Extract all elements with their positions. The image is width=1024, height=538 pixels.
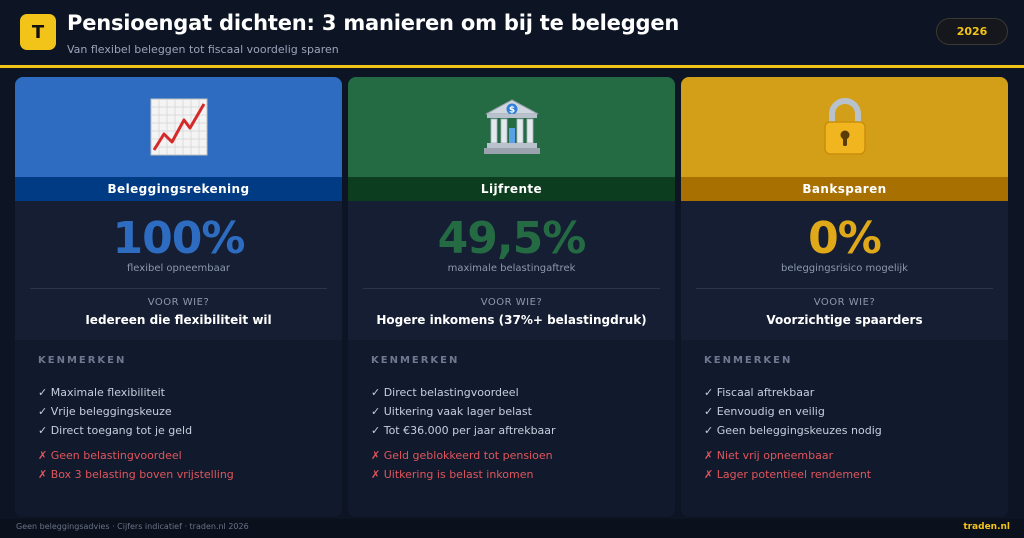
con-item: ✗ Box 3 belasting boven vrijstelling (38, 468, 234, 481)
footer-disclaimer: Geen beleggingsadvies · Cijfers indicati… (16, 522, 249, 531)
con-item: ✗ Geld geblokkeerd tot pensioen (371, 449, 553, 462)
comparison-cards: Beleggingsrekening 100% flexibel opneemb… (15, 77, 1008, 517)
highlight-value: 100% (112, 213, 246, 264)
card-banksparen: Banksparen 0% beleggingsrisico mogelijk … (681, 77, 1008, 517)
pros-list: ✓ Direct belastingvoordeel ✓ Uitkering v… (371, 383, 556, 440)
con-item: ✗ Lager potentieel rendement (704, 468, 872, 481)
divider (696, 288, 993, 289)
highlight-caption: maximale belastingaftrek (447, 263, 576, 274)
card-title: Lijfrente (348, 177, 675, 201)
year-badge: 2026 (936, 18, 1008, 45)
card-header (15, 77, 342, 177)
highlight-value: 49,5% (437, 213, 587, 264)
pro-item: ✓ Uitkering vaak lager belast (371, 405, 532, 418)
page-footer: Geen beleggingsadvies · Cijfers indicati… (0, 519, 1024, 538)
svg-text:$: $ (508, 106, 514, 116)
page-title: Pensioengat dichten: 3 manieren om bij t… (67, 11, 680, 35)
card-title: Beleggingsrekening (15, 177, 342, 201)
cons-list: ✗ Geld geblokkeerd tot pensioen ✗ Uitker… (371, 446, 553, 484)
features-section: KENMERKEN ✓ Direct belastingvoordeel ✓ U… (348, 340, 675, 517)
highlight-value: 0% (808, 213, 882, 264)
chart-up-icon (150, 98, 207, 156)
pro-item: ✓ Fiscaal aftrekbaar (704, 386, 815, 399)
pro-item: ✓ Maximale flexibiliteit (38, 386, 165, 399)
pro-item: ✓ Geen beleggingskeuzes nodig (704, 424, 882, 437)
for-who-label: VOOR WIE? (480, 297, 543, 308)
features-section: KENMERKEN ✓ Fiscaal aftrekbaar ✓ Eenvoud… (681, 340, 1008, 517)
highlight-caption: beleggingsrisico mogelijk (781, 263, 908, 274)
card-beleggingsrekening: Beleggingsrekening 100% flexibel opneemb… (15, 77, 342, 517)
highlight-caption: flexibel opneembaar (127, 263, 230, 274)
divider (30, 288, 327, 289)
lock-icon (823, 98, 866, 155)
cons-list: ✗ Geen belastingvoordeel ✗ Box 3 belasti… (38, 446, 234, 484)
brand-logo: T (20, 14, 56, 50)
pro-item: ✓ Direct belastingvoordeel (371, 386, 519, 399)
pro-item: ✓ Tot €36.000 per jaar aftrekbaar (371, 424, 556, 437)
pros-list: ✓ Maximale flexibiliteit ✓ Vrije beleggi… (38, 383, 192, 440)
pro-item: ✓ Direct toegang tot je geld (38, 424, 193, 437)
card-header: $ (348, 77, 675, 177)
divider (363, 288, 660, 289)
pros-list: ✓ Fiscaal aftrekbaar ✓ Eenvoudig en veil… (704, 383, 882, 440)
page-subtitle: Van flexibel beleggen tot fiscaal voorde… (67, 43, 339, 56)
con-item: ✗ Niet vrij opneembaar (704, 449, 834, 462)
for-who-label: VOOR WIE? (147, 297, 210, 308)
features-section: KENMERKEN ✓ Maximale flexibiliteit ✓ Vri… (15, 340, 342, 517)
for-who-value: Hogere inkomens (37%+ belastingdruk) (376, 313, 647, 327)
con-item: ✗ Geen belastingvoordeel (38, 449, 182, 462)
features-title: KENMERKEN (704, 355, 793, 366)
page-header: T Pensioengat dichten: 3 manieren om bij… (0, 0, 1024, 68)
card-header (681, 77, 1008, 177)
features-title: KENMERKEN (371, 355, 460, 366)
card-title: Banksparen (681, 177, 1008, 201)
for-who-label: VOOR WIE? (813, 297, 876, 308)
card-lijfrente: $ Lijfrente 49,5% maximale belastingaftr… (348, 77, 675, 517)
features-title: KENMERKEN (38, 355, 127, 366)
bank-icon: $ (483, 99, 540, 154)
pro-item: ✓ Vrije beleggingskeuze (38, 405, 172, 418)
cons-list: ✗ Niet vrij opneembaar ✗ Lager potentiee… (704, 446, 871, 484)
pro-item: ✓ Eenvoudig en veilig (704, 405, 825, 418)
for-who-value: Voorzichtige spaarders (766, 313, 923, 327)
footer-brand: traden.nl (963, 522, 1010, 532)
for-who-value: Iedereen die flexibiliteit wil (85, 313, 272, 327)
con-item: ✗ Uitkering is belast inkomen (371, 468, 534, 481)
